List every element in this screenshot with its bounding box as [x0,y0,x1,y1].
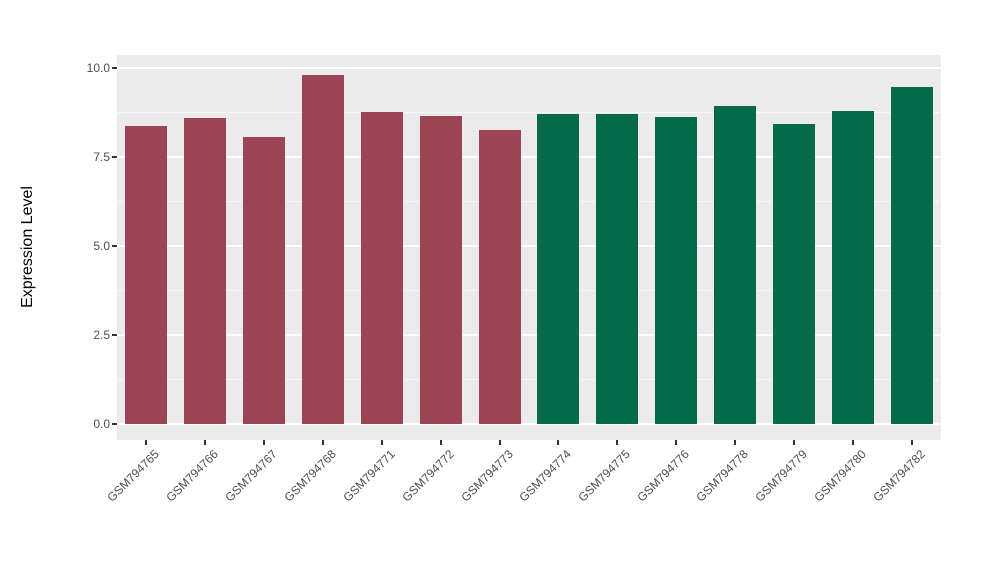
x-tick-label: GSM794771 [340,447,398,505]
x-tick-mark [734,440,736,445]
bar [537,114,580,424]
major-gridline [117,245,941,247]
bar [184,117,227,424]
bar [772,123,815,424]
y-tick-mark [112,156,117,158]
y-tick-mark [112,334,117,336]
bar [125,125,168,424]
y-tick-mark [112,67,117,69]
bar [890,87,933,424]
bar [714,106,756,424]
x-tick-mark [322,440,324,445]
minor-gridline [117,112,941,113]
x-tick-label: GSM794765 [104,447,163,505]
plot-panel [117,55,941,440]
x-tick-mark [439,440,442,445]
x-tick-label: GSM794779 [752,447,810,505]
major-gridline [117,423,941,425]
major-gridline [117,334,941,336]
x-tick-label: GSM794780 [811,447,869,505]
y-tick-label: 10.0 [86,61,110,75]
x-tick-mark [910,440,913,445]
x-tick-label: GSM794782 [869,447,928,505]
x-tick-mark [675,440,678,445]
x-tick-mark [380,440,383,445]
y-tick-label: 0.0 [93,417,110,431]
major-gridline [117,156,941,158]
x-tick-label: GSM794775 [575,447,634,505]
bar [419,115,462,424]
x-tick-mark [263,440,266,445]
x-tick-label: GSM794767 [222,447,281,505]
x-tick-label: GSM794768 [281,447,339,505]
y-tick-label: 7.5 [93,150,110,164]
y-tick-mark [112,245,117,247]
x-tick-mark [616,440,619,445]
y-tick-label: 2.5 [93,328,110,342]
minor-gridline [117,201,941,202]
x-tick-mark [498,440,501,445]
bar [655,117,698,424]
x-tick-mark [145,440,148,445]
x-tick-label: GSM794773 [457,447,516,505]
minor-gridline [117,379,941,380]
x-tick-mark [792,440,795,445]
x-tick-mark [204,440,207,445]
x-tick-label: GSM794774 [516,447,575,505]
x-tick-mark [851,440,854,445]
x-tick-mark [557,440,560,445]
major-gridline [117,67,941,69]
minor-gridline [117,290,941,291]
y-tick-mark [112,423,117,425]
x-tick-label: GSM794772 [399,447,457,505]
bar [596,113,639,424]
y-tick-label: 5.0 [93,239,110,253]
x-tick-label: GSM794776 [634,447,693,505]
bar [478,130,521,424]
x-tick-label: GSM794766 [163,447,222,505]
x-tick-label: GSM794778 [693,447,751,505]
bar [302,75,344,424]
bar [831,110,874,424]
bar [243,137,286,424]
bar [360,112,403,424]
